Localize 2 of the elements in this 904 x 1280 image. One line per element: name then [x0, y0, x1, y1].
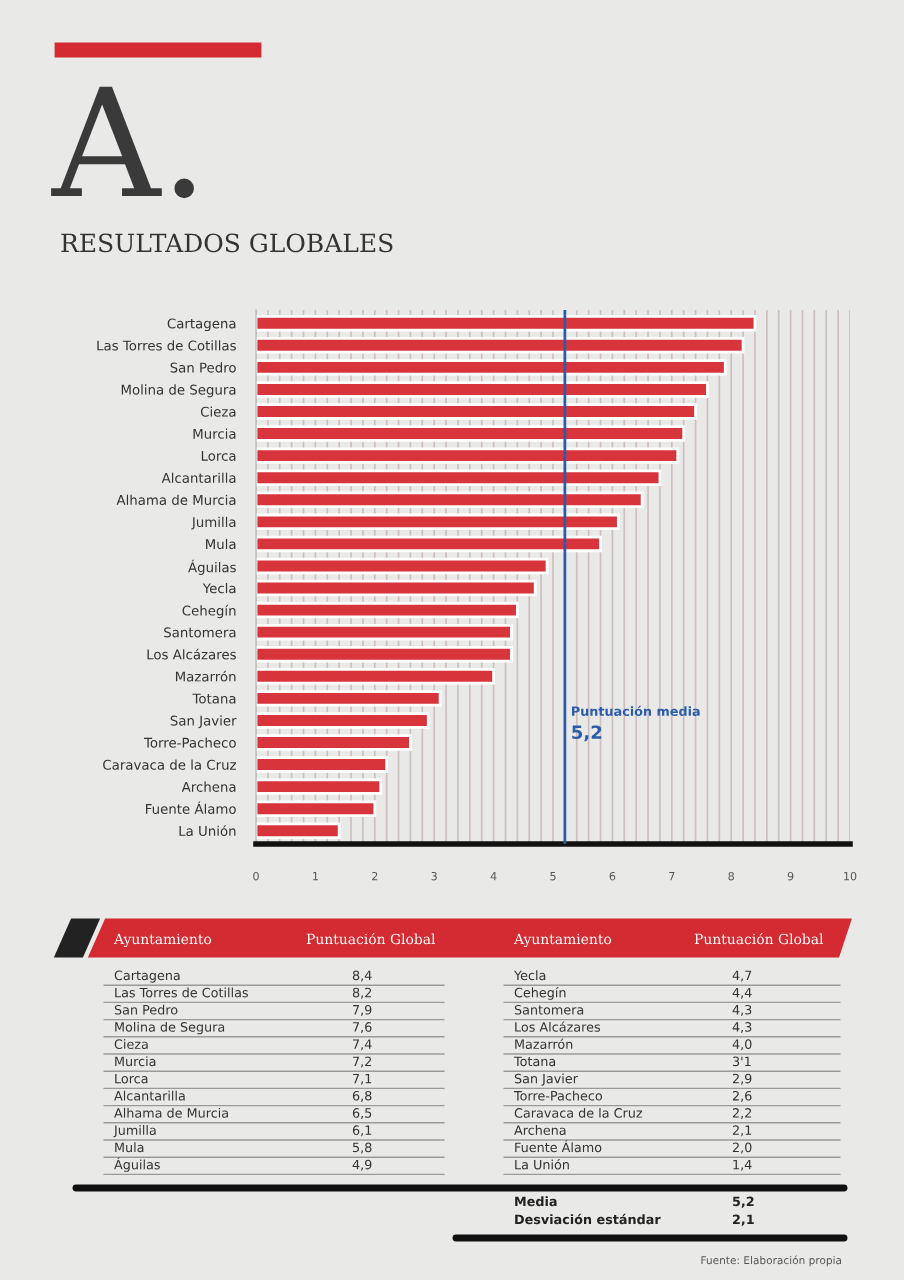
- chart-title: RESULTADOS GLOBALES: [61, 233, 393, 253]
- text: A.: [51, 86, 194, 199]
